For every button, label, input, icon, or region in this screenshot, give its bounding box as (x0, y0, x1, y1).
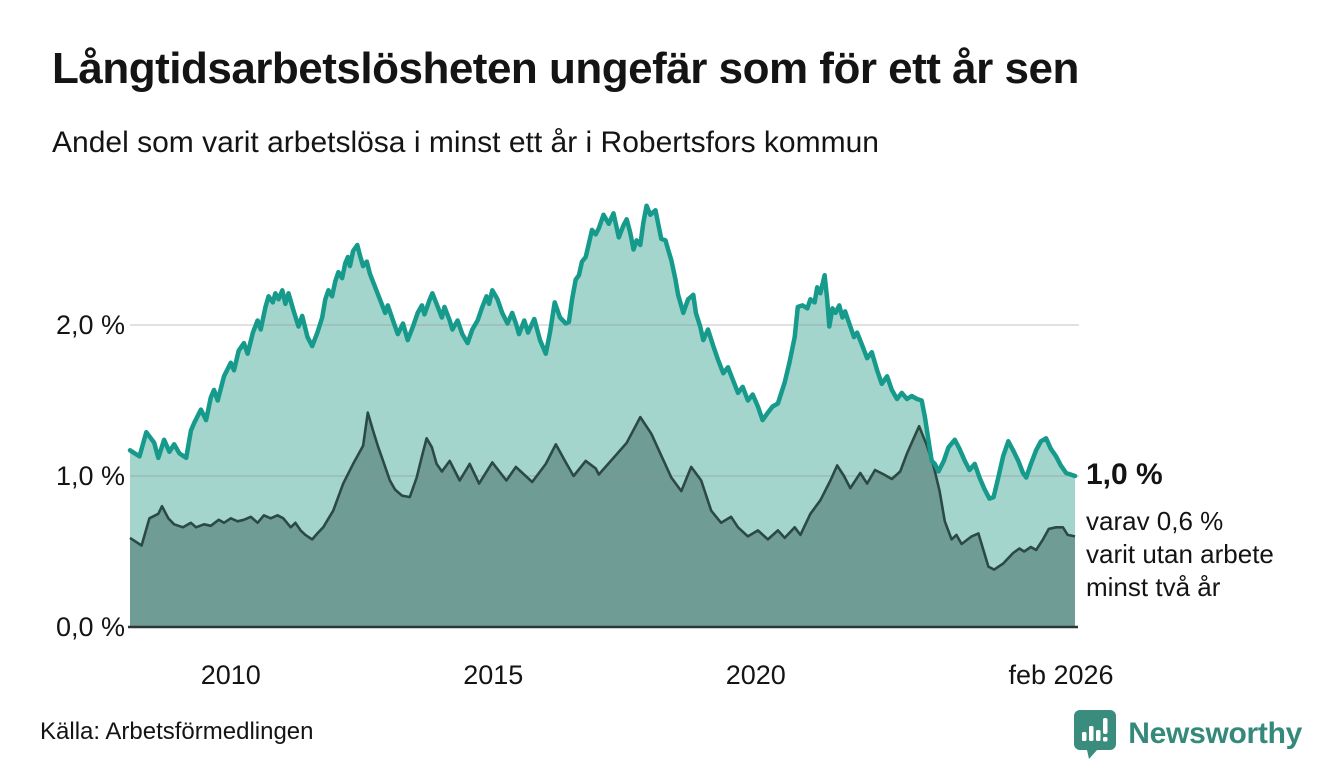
area-fill-two-years (130, 412, 1075, 627)
gridlines (130, 324, 1079, 477)
x-tick-2010: 2010 (200, 660, 261, 690)
newsworthy-logo-icon (1072, 708, 1118, 760)
page-subtitle: Andel som varit arbetslösa i minst ett å… (52, 126, 879, 159)
line-one-year (127, 203, 1078, 501)
page-title: Långtidsarbetslösheten ungefär som för e… (52, 44, 1079, 93)
source-credit: Källa: Arbetsförmedlingen (40, 718, 314, 745)
y-tick-2: 2,0 % (55, 310, 125, 340)
secondary-annotation-line1: varav 0,6 % (1086, 506, 1224, 536)
speech-bubble-shape (1074, 710, 1117, 759)
latest-value-label: 1,0 % (1086, 458, 1163, 491)
secondary-annotation-line3: minst två år (1086, 572, 1221, 602)
secondary-annotation: varav 0,6 % varit utan arbete minst två … (1086, 505, 1274, 604)
newsworthy-logo: Newsworthy (1072, 708, 1302, 760)
line-two-years (129, 411, 1076, 571)
y-tick-1: 1,0 % (55, 461, 125, 491)
newsworthy-logo-text: Newsworthy (1128, 717, 1302, 750)
y-tick-0: 0,0 % (55, 612, 125, 642)
x-tick-2015: 2015 (463, 660, 524, 690)
secondary-annotation-line2: varit utan arbete (1086, 539, 1274, 569)
x-tick-2020: 2020 (725, 660, 786, 690)
x-tick-feb-2026: feb 2026 (1008, 660, 1114, 690)
